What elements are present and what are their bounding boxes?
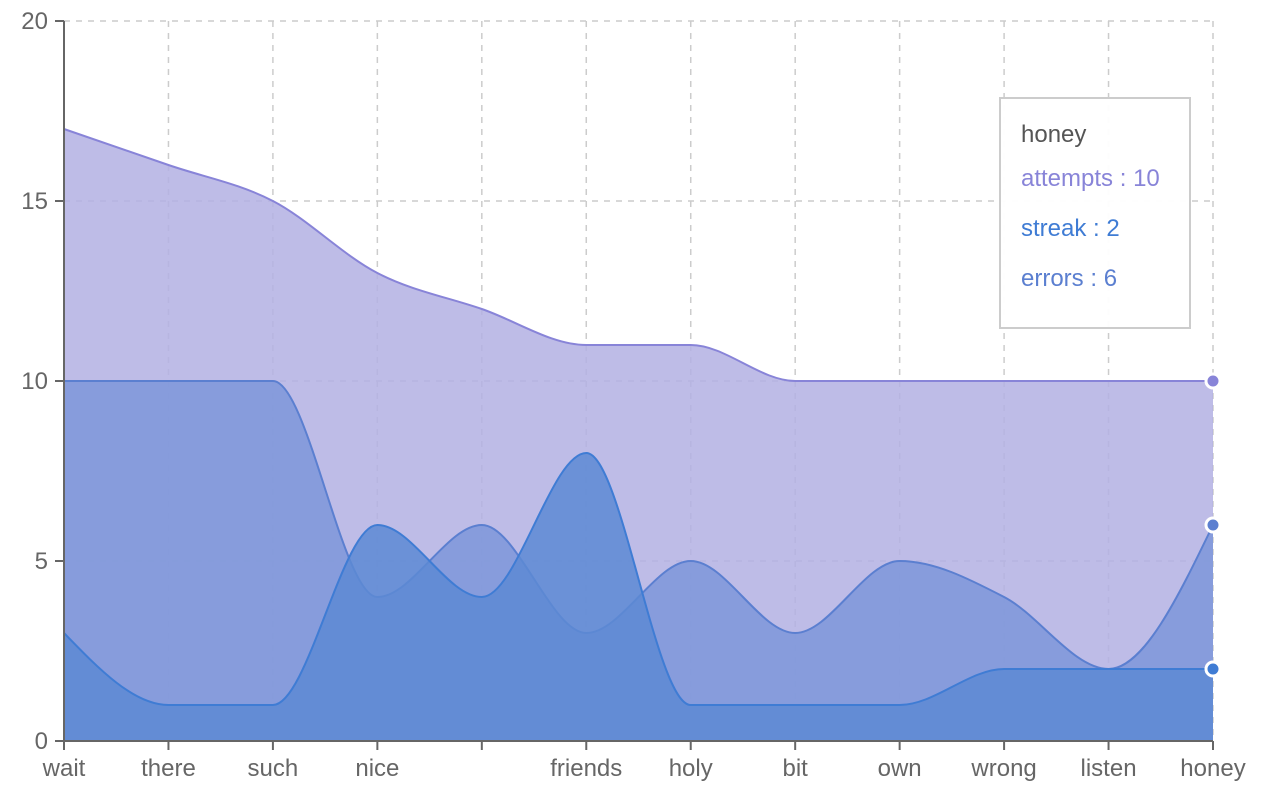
area-line-streak xyxy=(63,451,1213,706)
tooltip-row-streak-name: streak xyxy=(1021,215,1087,242)
tooltip-row-attempts: attempts : 10 xyxy=(1021,165,1160,192)
axes: 0 5 10 15 20 wait there such nice friends holy bit o… xyxy=(21,8,1245,782)
y-tick-label: 10 xyxy=(21,368,48,395)
x-tick-label: own xyxy=(878,755,922,782)
y-tick-label: 20 xyxy=(21,8,48,35)
x-tick-label: such xyxy=(248,755,299,782)
area-line-attempts xyxy=(63,128,1213,382)
tooltip-row-streak-value: 2 xyxy=(1106,215,1120,242)
tooltip-title: honey xyxy=(1021,121,1087,148)
x-tick-label: bit xyxy=(783,755,809,782)
x-tick-label: friends xyxy=(550,755,622,782)
x-tick-label: holy xyxy=(669,755,713,782)
tooltip-row-attempts-value: 10 xyxy=(1133,165,1160,192)
x-tick-label: wait xyxy=(42,755,86,782)
series-areas xyxy=(63,128,1214,741)
y-tick-label: 0 xyxy=(35,728,48,755)
x-tick-label: there xyxy=(141,755,196,782)
active-dot-errors xyxy=(1204,516,1222,534)
tooltip-row-errors: errors : 6 xyxy=(1021,265,1118,292)
x-tick-label: listen xyxy=(1081,755,1137,782)
area-fill-streak xyxy=(64,453,1213,741)
x-tick-label: honey xyxy=(1180,755,1245,782)
active-dots xyxy=(1204,372,1222,678)
y-tick-label: 15 xyxy=(21,188,48,215)
tooltip-row-errors-name: errors xyxy=(1021,265,1084,292)
chart-tooltip: honey attempts : 10 streak : 2 errors : … xyxy=(999,97,1191,329)
tooltip-row-errors-value: 6 xyxy=(1103,265,1118,292)
tooltip-row-attempts-name: attempts xyxy=(1021,165,1114,192)
tooltip-row-streak: streak : 2 xyxy=(1021,215,1120,242)
active-dot-attempts xyxy=(1204,372,1222,390)
active-dot-streak xyxy=(1204,660,1222,678)
y-tick-label: 5 xyxy=(35,548,48,575)
x-tick-label: wrong xyxy=(970,755,1036,782)
x-tick-label: nice xyxy=(355,755,399,782)
